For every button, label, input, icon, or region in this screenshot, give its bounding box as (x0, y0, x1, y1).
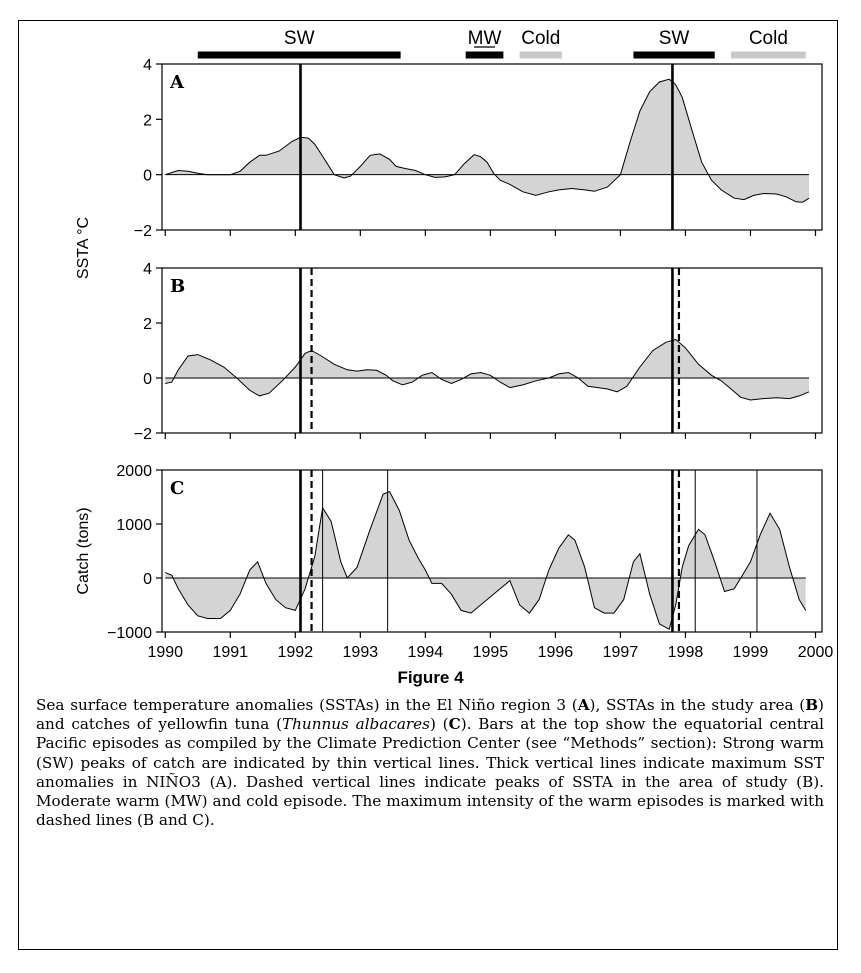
panel-label-c: C (170, 478, 184, 499)
caption-part: ) and catches of yellowfin tuna ( (36, 696, 824, 734)
panel-a-frame (161, 63, 823, 231)
panel-a-line (165, 78, 810, 203)
episode-label: MW (468, 28, 502, 49)
caption-part: C (448, 715, 461, 734)
episode-label: Cold (521, 28, 560, 49)
x-tick-label: 1993 (343, 644, 379, 661)
episode-label: SW (659, 28, 690, 49)
x-tick-label: 1994 (408, 644, 444, 661)
panel-b-frame (161, 267, 823, 434)
caption-part: Thunnus albacares (282, 715, 430, 734)
caption-part: B (805, 696, 819, 714)
x-tick-label: 2000 (798, 644, 834, 661)
caption-part: ) ( (429, 715, 449, 734)
y-tick-label: 1000 (116, 517, 152, 534)
y-axis-label-catch: Catch (tons) (75, 507, 92, 594)
caption-part: ). Bars at the top show the equatorial c… (36, 715, 825, 830)
y-tick-label: 4 (143, 261, 152, 278)
panel-a-area (165, 79, 810, 203)
y-tick-label: −2 (134, 426, 152, 443)
y-axis-label-ssta: SSTA °C (75, 217, 92, 279)
y-tick-label: 4 (143, 57, 152, 74)
panel-b-area (165, 339, 810, 400)
y-tick-label: 0 (143, 371, 152, 388)
figure-caption: Sea surface temperature anomalies (SSTAs… (36, 696, 824, 830)
y-tick-label: 0 (143, 168, 152, 185)
caption-part: Sea surface temperature anomalies (SSTAs… (36, 696, 578, 714)
x-tick-label: 1992 (278, 644, 314, 661)
x-tick-label: 1990 (147, 644, 183, 661)
x-tick-label: 1997 (603, 644, 639, 661)
y-tick-label: −1000 (107, 625, 152, 642)
panel-label-a: A (169, 72, 185, 93)
x-tick-label: 1991 (212, 644, 248, 661)
caption-part: A (577, 696, 590, 714)
y-tick-label: 0 (143, 571, 152, 588)
panel-label-b: B (170, 276, 185, 297)
x-tick-label: 1999 (733, 644, 769, 661)
y-tick-label: 2 (143, 112, 152, 129)
panel-c-line (165, 490, 807, 631)
episode-label: Cold (749, 28, 788, 49)
panel-c-area (165, 491, 806, 630)
x-tick-label: 1998 (668, 644, 704, 661)
y-tick-label: −2 (134, 223, 152, 240)
episode-label: SW (284, 28, 315, 49)
figure-title: Figure 4 (397, 668, 464, 687)
y-tick-label: 2 (143, 316, 152, 333)
x-tick-label: 1996 (538, 644, 574, 661)
panel-b-line (165, 338, 810, 401)
y-tick-label: 2000 (116, 463, 152, 480)
figure-frame (18, 20, 838, 950)
caption-part: ), SSTAs in the study area ( (589, 696, 806, 714)
panel-c-frame (161, 469, 823, 633)
x-tick-label: 1995 (473, 644, 509, 661)
